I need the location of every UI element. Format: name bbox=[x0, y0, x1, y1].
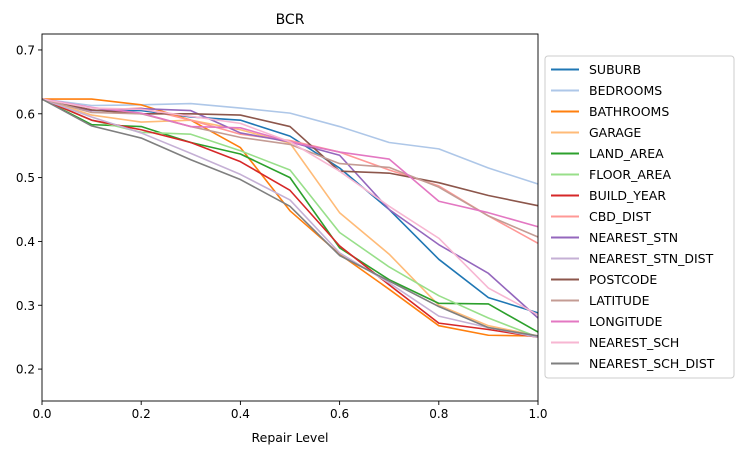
series-line bbox=[41, 98, 539, 337]
series-line bbox=[41, 98, 539, 207]
series-line bbox=[41, 98, 539, 338]
y-tick-label: 0.4 bbox=[16, 235, 35, 249]
y-tick-label: 0.2 bbox=[16, 363, 35, 377]
legend-label: LONGITUDE bbox=[589, 314, 662, 329]
legend: SUBURB BEDROOMS BATHROOMS GARAGE LAND_AREA FL… bbox=[544, 55, 735, 379]
legend-label: BUILD_YEAR bbox=[589, 188, 666, 203]
x-tick-label: 0.6 bbox=[330, 407, 349, 421]
legend-label: POSTCODE bbox=[589, 272, 657, 287]
series-line bbox=[41, 98, 539, 316]
legend-label: GARAGE bbox=[589, 125, 641, 140]
legend-label: LAND_AREA bbox=[589, 146, 664, 161]
y-tick-label: 0.6 bbox=[16, 107, 35, 121]
legend-label: NEAREST_SCH bbox=[589, 335, 679, 350]
chart-title: BCR bbox=[276, 12, 305, 28]
y-axis: 0.2 0.3 0.4 0.5 0.6 0.7 bbox=[16, 43, 42, 377]
plot-border bbox=[41, 33, 539, 402]
y-tick-label: 0.3 bbox=[16, 299, 35, 313]
y-tick-label: 0.7 bbox=[16, 43, 35, 57]
series-lines bbox=[41, 98, 539, 338]
legend-label: SUBURB bbox=[589, 62, 641, 77]
series-line bbox=[41, 98, 539, 337]
legend-frame bbox=[544, 55, 735, 379]
legend-label: CBD_DIST bbox=[589, 209, 651, 224]
legend-label: BATHROOMS bbox=[589, 104, 669, 119]
legend-label: NEAREST_STN bbox=[589, 230, 678, 245]
series-line bbox=[41, 98, 539, 185]
legend-items: SUBURB BEDROOMS BATHROOMS GARAGE LAND_AREA FL… bbox=[551, 62, 715, 371]
series-line bbox=[41, 98, 539, 338]
x-tick-label: 1.0 bbox=[528, 407, 547, 421]
plot-area bbox=[41, 33, 539, 402]
legend-label: FLOOR_AREA bbox=[589, 167, 671, 182]
legend-label: NEAREST_SCH_DIST bbox=[589, 356, 715, 371]
legend-label: BEDROOMS bbox=[589, 83, 662, 98]
plot-frame bbox=[42, 34, 538, 401]
series-line bbox=[42, 98, 539, 337]
series-line bbox=[41, 98, 539, 238]
y-tick-label: 0.5 bbox=[16, 171, 35, 185]
x-axis: 0.0 0.2 0.4 0.6 0.8 1.0 bbox=[32, 401, 548, 421]
x-tick-label: 0.4 bbox=[231, 407, 250, 421]
x-tick-label: 0.0 bbox=[32, 407, 51, 421]
x-tick-label: 0.8 bbox=[429, 407, 448, 421]
legend-label: LATITUDE bbox=[589, 293, 650, 308]
legend-label: NEAREST_STN_DIST bbox=[589, 251, 714, 266]
x-tick-label: 0.2 bbox=[132, 407, 151, 421]
x-axis-label: Repair Level bbox=[252, 430, 329, 445]
